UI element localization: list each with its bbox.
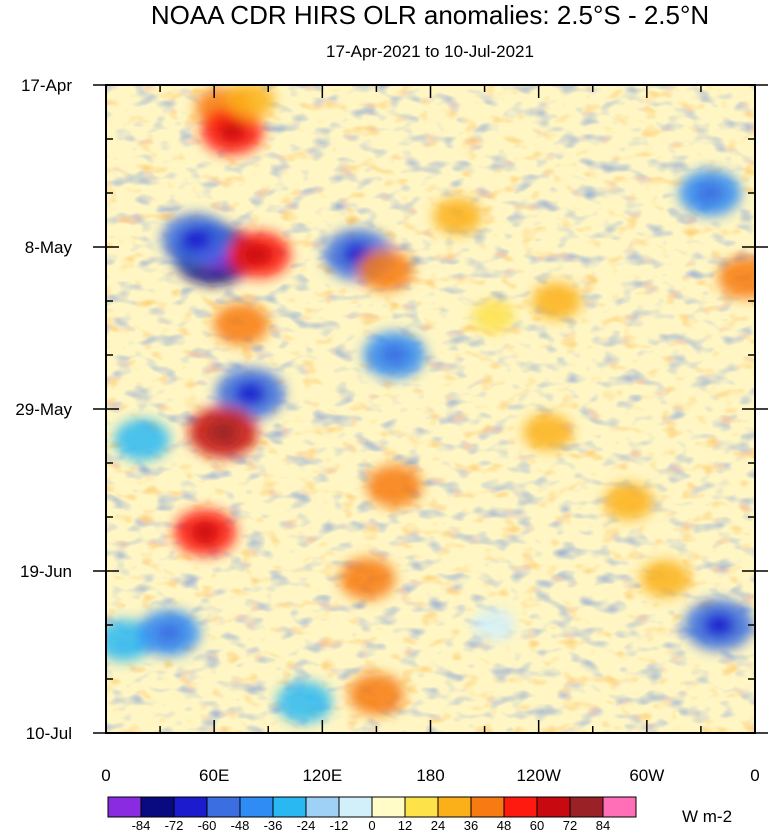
anomaly-region-14 — [366, 464, 423, 508]
y-tick-label: 10-Jul — [26, 724, 72, 743]
x-tick-label: 120W — [516, 766, 560, 785]
colorbar-swatch-1 — [140, 796, 175, 818]
anomaly-region-21 — [640, 559, 690, 598]
colorbar-label: -60 — [198, 818, 217, 833]
colorbar-label: -36 — [264, 818, 283, 833]
anomaly-core-8 — [380, 344, 409, 366]
colorbar-swatch-13 — [536, 796, 571, 818]
x-axis: 0 60E 120E 180 120W 60W 0 — [101, 85, 760, 785]
colorbar-label: 72 — [563, 818, 577, 833]
colorbar-swatch-5 — [272, 796, 307, 818]
anomaly-region-29 — [472, 300, 515, 333]
anomaly-core-27 — [154, 622, 184, 644]
anomaly-core-10 — [234, 381, 266, 406]
anomaly-region-13 — [113, 418, 171, 462]
colorbar-label: 0 — [368, 818, 375, 833]
colorbar-swatch-7 — [338, 796, 373, 818]
colorbar-label: -84 — [132, 818, 151, 833]
colorbar-label: -24 — [297, 818, 316, 833]
anomaly-core-11 — [207, 420, 239, 444]
colorbar-label: 84 — [596, 818, 610, 833]
anomaly-region-9 — [213, 302, 270, 346]
anomaly-region-18 — [531, 282, 582, 320]
chart-title: NOAA CDR HIRS OLR anomalies: 2.5°S - 2.5… — [151, 0, 709, 30]
anomaly-region-16 — [348, 673, 405, 716]
y-tick-label: 8-May — [25, 238, 73, 257]
anomaly-region-20 — [604, 482, 654, 521]
colorbar-swatch-15 — [602, 796, 637, 818]
x-tick-label: 60W — [629, 766, 664, 785]
chart-title-group: NOAA CDR HIRS OLR anomalies: 2.5°S - 2.5… — [151, 0, 709, 61]
y-axis: 17-Apr 8-May 29-May 19-Jun 10-Jul — [15, 76, 768, 743]
x-tick-label: 0 — [750, 766, 759, 785]
x-tick-label: 0 — [101, 766, 110, 785]
colorbar-swatch-3 — [206, 796, 241, 818]
colorbar-swatch-12 — [503, 796, 538, 818]
colorbar-swatch-0 — [107, 796, 142, 818]
y-tick-label: 17-Apr — [21, 76, 72, 95]
colorbar-label: -48 — [231, 818, 250, 833]
colorbar-swatch-4 — [239, 796, 274, 818]
colorbar-label: 24 — [431, 818, 445, 833]
colorbar-label: 60 — [530, 818, 544, 833]
colorbar-label: 12 — [398, 818, 412, 833]
colorbar-label: -12 — [330, 818, 349, 833]
x-tick-label: 180 — [416, 766, 444, 785]
anomaly-core-1 — [218, 120, 247, 142]
colorbar-swatch-14 — [569, 796, 604, 818]
anomaly-region-25 — [472, 608, 515, 642]
colorbar-swatch-10 — [437, 796, 472, 818]
colorbar: -84 -72 -60 -48 -36 -24 -12 0 12 24 36 48 60 72 84 — [107, 796, 637, 833]
chart-subtitle: 17-Apr-2021 to 10-Jul-2021 — [326, 42, 534, 61]
anomaly-region-15 — [339, 557, 396, 600]
anomaly-core-23 — [695, 182, 725, 204]
anomaly-core-22 — [703, 613, 735, 637]
anomaly-region-19 — [522, 413, 573, 451]
colorbar-label: 48 — [497, 818, 511, 833]
y-tick-label: 19-Jun — [20, 562, 72, 581]
anomaly-core-4 — [180, 227, 212, 251]
colorbar-swatch-11 — [470, 796, 505, 818]
anomaly-region-28 — [276, 680, 333, 724]
y-tick-label: 29-May — [15, 400, 72, 419]
colorbar-label: 36 — [464, 818, 478, 833]
anomaly-core-5 — [245, 244, 274, 266]
anomaly-core-12 — [191, 521, 220, 544]
colorbar-units-label: W m-2 — [682, 807, 732, 826]
noise-texture — [106, 85, 755, 733]
plot-area — [106, 85, 755, 733]
colorbar-swatch-6 — [305, 796, 340, 818]
colorbar-swatch-8 — [371, 796, 406, 818]
anomaly-region-2 — [225, 85, 275, 120]
colorbar-swatch-9 — [404, 796, 439, 818]
x-tick-label: 60E — [199, 766, 229, 785]
anomaly-region-24 — [717, 256, 755, 300]
x-tick-label: 120E — [302, 766, 342, 785]
colorbar-swatch-2 — [173, 796, 208, 818]
colorbar-label: -72 — [165, 818, 184, 833]
anomaly-region-7 — [357, 248, 414, 292]
anomaly-region-17 — [432, 197, 483, 235]
anomaly-regions — [106, 85, 755, 724]
